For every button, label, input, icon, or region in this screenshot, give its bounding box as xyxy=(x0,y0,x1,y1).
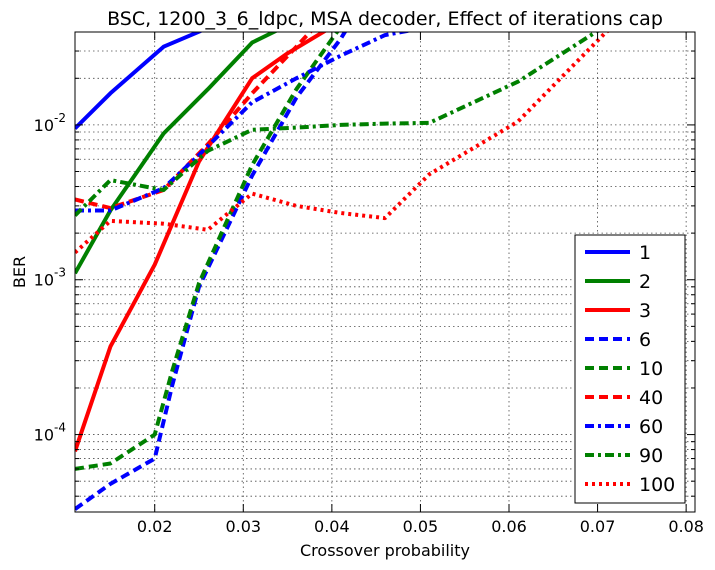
series-layer xyxy=(75,32,611,511)
legend-label-2: 2 xyxy=(639,271,651,293)
ticks xyxy=(75,32,695,512)
plot-frame xyxy=(74,31,696,513)
x-tick-label: 0.03 xyxy=(225,517,261,536)
tick-labels: 10-410-310-210-10.020.030.040.050.060.07… xyxy=(34,111,704,536)
x-tick-label: 0.04 xyxy=(314,517,350,536)
legend-label-10: 10 xyxy=(639,358,663,380)
legend-label-40: 40 xyxy=(639,387,663,409)
x-tick-label: 0.05 xyxy=(403,517,439,536)
y-axis-title: BER xyxy=(10,256,29,288)
x-tick-label: 0.06 xyxy=(491,517,527,536)
legend-label-3: 3 xyxy=(639,300,651,322)
legend-label-90: 90 xyxy=(639,445,663,467)
x-tick-label: 0.08 xyxy=(668,517,704,536)
x-tick-label: 0.07 xyxy=(580,517,616,536)
y-tick-label: 10-2 xyxy=(34,111,66,135)
legend-label-1: 1 xyxy=(639,242,651,264)
legend-label-60: 60 xyxy=(639,416,663,438)
series-line-6 xyxy=(75,32,348,511)
y-tick-label: 10-3 xyxy=(34,266,66,290)
chart-title: BSC, 1200_3_6_ldpc, MSA decoder, Effect … xyxy=(107,8,663,30)
series-line-1 xyxy=(75,32,204,130)
series-line-60 xyxy=(75,32,413,213)
series-line-2 xyxy=(75,32,279,275)
series-line-100 xyxy=(75,32,611,254)
x-axis-title: Crossover probability xyxy=(300,541,470,560)
y-tick-label: 10-4 xyxy=(34,421,66,445)
series-line-90 xyxy=(75,32,600,217)
series-line-3 xyxy=(75,32,328,452)
x-tick-label: 0.02 xyxy=(137,517,173,536)
legend-label-6: 6 xyxy=(639,329,651,351)
series-line-10 xyxy=(75,32,340,471)
legend: 1 2 3 6 10 40 60 90 100 xyxy=(574,234,686,504)
legend-label-100: 100 xyxy=(639,474,675,496)
